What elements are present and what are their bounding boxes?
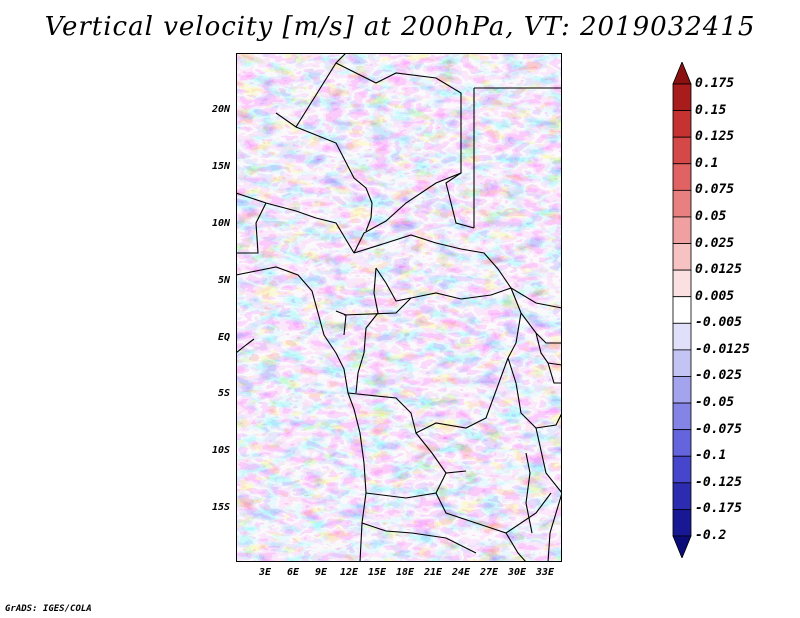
colorbar-cell	[672, 429, 692, 457]
velocity-detail-shading	[236, 53, 562, 562]
colorbar-label: -0.075	[695, 421, 742, 437]
lon-label-12e: 12E	[339, 567, 359, 578]
colorbar-label: 0.125	[695, 129, 735, 145]
colorbar-label: -0.05	[695, 395, 735, 411]
colorbar-cell	[672, 402, 692, 431]
colorbar-cell	[672, 296, 692, 324]
grads-footer: GrADS: IGES/COLA	[5, 604, 92, 614]
velocity-field-map	[236, 53, 562, 562]
lon-label-9e: 9E	[314, 567, 328, 578]
lat-label-10s: 10S	[211, 445, 230, 456]
colorbar-cell	[672, 349, 692, 377]
colorbar-label: 0.025	[695, 235, 735, 251]
map-title: Vertical velocity [m/s] at 200hPa, VT: 2…	[44, 12, 756, 42]
colorbar-cell	[672, 376, 692, 404]
lat-label-15n: 15N	[211, 161, 230, 172]
lon-label-18e: 18E	[395, 567, 415, 578]
colorbar-label: -0.175	[695, 501, 742, 517]
colorbar-cell	[672, 243, 692, 271]
colorbar-label: -0.125	[695, 474, 742, 490]
lat-label-5s: 5S	[217, 388, 230, 399]
colorbar-cell	[672, 136, 692, 165]
colorbar-label: -0.0125	[695, 341, 750, 357]
colorbar-cell	[672, 216, 692, 244]
lat-label-10n: 10N	[211, 218, 230, 229]
colorbar	[672, 62, 692, 558]
lon-label-6e: 6E	[286, 567, 300, 578]
colorbar-cell	[672, 83, 692, 111]
colorbar-label: 0.175	[695, 76, 735, 91]
colorbar-bottom-arrow	[672, 535, 692, 558]
map-frame	[236, 53, 562, 562]
colorbar-cell	[672, 509, 692, 537]
map-panel	[236, 53, 562, 562]
lat-label-15s: 15S	[211, 502, 230, 513]
colorbar-label: -0.005	[695, 315, 742, 331]
lat-label-20n: 20N	[211, 104, 230, 115]
colorbar-label: 0.0125	[695, 262, 742, 278]
colorbar-cell	[672, 269, 692, 298]
colorbar-label: 0.05	[695, 208, 727, 224]
colorbar-cell	[672, 189, 692, 218]
colorbar-label: 0.15	[695, 102, 727, 118]
colorbar-label: -0.025	[695, 368, 742, 384]
lon-label-27e: 27E	[479, 567, 499, 578]
lat-label-5n: 5N	[217, 275, 230, 286]
colorbar-cell	[672, 455, 692, 484]
colorbar-label: -0.2	[695, 528, 727, 543]
lon-label-30e: 30E	[507, 567, 527, 578]
country-boundaries	[236, 53, 562, 562]
colorbar-label: 0.1	[695, 155, 719, 171]
lon-label-3e: 3E	[258, 567, 272, 578]
lon-label-24e: 24E	[451, 567, 471, 578]
colorbar-label: -0.1	[695, 448, 727, 464]
colorbar-cell	[672, 110, 692, 138]
lon-label-33e: 33E	[535, 567, 555, 578]
lat-label-eq: EQ	[217, 332, 230, 343]
colorbar-label: 0.005	[695, 288, 735, 304]
colorbar-top-arrow	[672, 62, 692, 85]
colorbar-cell	[672, 163, 692, 191]
colorbar-label: 0.075	[695, 182, 735, 198]
colorbar-cell	[672, 322, 692, 351]
lon-label-21e: 21E	[423, 567, 443, 578]
colorbar-cell	[672, 482, 692, 510]
lon-label-15e: 15E	[367, 567, 387, 578]
